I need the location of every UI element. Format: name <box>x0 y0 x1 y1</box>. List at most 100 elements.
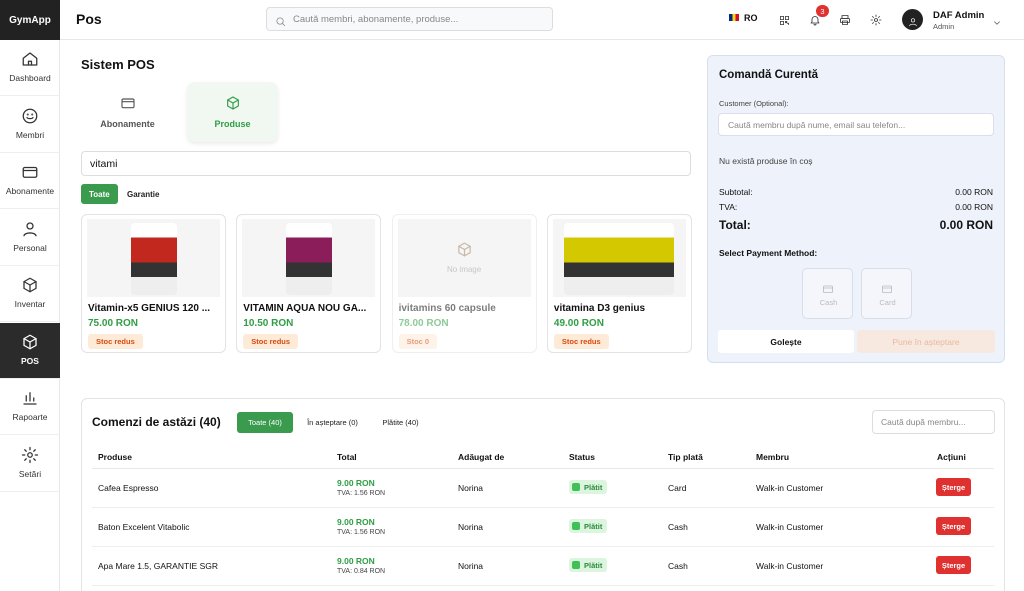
filter-chip[interactable]: Toate <box>81 184 118 204</box>
delete-button[interactable]: Șterge <box>936 478 971 496</box>
settings-button <box>870 13 882 26</box>
orders-filter[interactable]: Plătite (40) <box>382 418 419 427</box>
payment-cell: Cash <box>668 522 688 532</box>
status-check <box>572 561 580 569</box>
page-title: Pos <box>76 11 102 27</box>
notification-button <box>809 13 821 26</box>
nav-label: Abonamente <box>5 186 55 196</box>
filter-chip[interactable]: Garantie <box>127 189 160 199</box>
tva-cell: TVA: 1.56 RON <box>337 529 386 536</box>
pos-tab[interactable]: Abonamente <box>82 82 173 142</box>
product-card[interactable]: No image ivitamins 60 capsule 78.00 RON Sto… <box>391 214 537 353</box>
clear-button[interactable]: Golește <box>718 330 854 353</box>
product-name: VITAMIN AQUA NOU GA... <box>243 303 367 314</box>
total-value: 0.00 RON <box>939 218 993 232</box>
product-photo <box>130 223 177 295</box>
brand: GymApp <box>0 0 60 40</box>
nav-item[interactable]: Setări <box>0 436 60 492</box>
hold-button[interactable]: Pune în așteptare <box>857 330 995 353</box>
order-title: Comandă Curentă <box>719 69 819 81</box>
flag <box>729 14 739 21</box>
product-name: vitamina D3 genius <box>553 303 646 314</box>
product-card[interactable]: Vitamin-x5 GENIUS 120 ... 75.00 RON Stoc r… <box>81 214 226 353</box>
orders-filter[interactable]: În așteptare (0) <box>307 418 358 427</box>
icon <box>225 95 241 111</box>
nav-item[interactable]: Inventar <box>0 266 60 322</box>
payment-cell: Card <box>668 483 687 493</box>
tva-cell: TVA: 1.56 RON <box>337 490 386 497</box>
icon-svg <box>909 18 917 27</box>
notification-badge: 3 <box>816 5 829 17</box>
nav-label: POS <box>21 355 39 366</box>
user-name: DAF Admin <box>933 10 985 21</box>
icon <box>21 389 39 407</box>
search-value: vitami <box>90 158 118 170</box>
product-price: 49.00 RON <box>553 318 604 329</box>
stock-badge: Stoc redus <box>243 334 299 349</box>
nav-label: Setări <box>18 468 42 479</box>
payment-method[interactable]: Cash <box>802 268 853 319</box>
icon <box>822 282 834 294</box>
product-image <box>87 219 220 297</box>
customer-input[interactable]: Caută membru după nume, email sau telefo… <box>718 113 994 136</box>
nav-item[interactable]: Membri <box>0 97 60 153</box>
tab-label: Produse <box>214 119 251 129</box>
nav-item[interactable]: Abonamente <box>0 153 60 209</box>
status-check <box>572 522 580 530</box>
product-price: 10.50 RON <box>243 318 294 329</box>
orders-filter[interactable]: Toate (40) <box>237 412 293 433</box>
row-rule <box>92 585 994 586</box>
column-header: Adăugat de <box>458 452 505 462</box>
empty-cart: Nu există produse în coș <box>719 156 813 166</box>
product-price: 78.00 RON <box>398 318 449 329</box>
pos-tab[interactable]: Produse <box>187 82 278 142</box>
delete-button[interactable]: Șterge <box>936 556 971 574</box>
icon <box>881 282 893 294</box>
added-by-cell: Norina <box>458 483 484 493</box>
icon-svg <box>23 392 37 405</box>
payment-label: Select Payment Method: <box>719 248 818 258</box>
icon-svg <box>779 15 790 26</box>
added-by-cell: Norina <box>458 522 484 532</box>
subtotal-label: Subtotal: <box>719 187 753 197</box>
stock-badge: Stoc 0 <box>398 334 438 349</box>
product-card[interactable]: VITAMIN AQUA NOU GA... 10.50 RON Stoc redu… <box>236 214 382 353</box>
header-rule <box>92 468 994 469</box>
nav-item[interactable]: Dashboard <box>0 40 60 96</box>
search-placeholder: Caută membri, abonamente, produse... <box>293 14 459 25</box>
row-rule <box>92 546 994 547</box>
row-rule <box>92 507 994 508</box>
product-photo <box>564 223 675 295</box>
avatar[interactable] <box>902 9 923 30</box>
icon <box>21 163 39 181</box>
orders-title: Comenzi de astăzi (40) <box>92 415 221 429</box>
nav-item[interactable]: POS <box>0 322 60 379</box>
nav-item[interactable]: Personal <box>0 210 60 266</box>
icon-svg <box>22 52 38 66</box>
icon-svg <box>840 15 850 25</box>
product-cell: Baton Excelent Vitabolic <box>98 522 190 532</box>
product-image: No image <box>397 219 531 297</box>
payment-cell: Cash <box>668 561 688 571</box>
nav-label: Inventar <box>14 299 46 309</box>
image-placeholder-icon <box>456 241 473 258</box>
column-header: Total <box>337 452 357 462</box>
orders-search[interactable]: Caută după membru... <box>872 410 995 434</box>
added-by-cell: Norina <box>458 561 484 571</box>
icon <box>21 50 39 68</box>
product-name: ivitamins 60 capsule <box>398 303 496 314</box>
delete-button[interactable]: Șterge <box>936 517 971 535</box>
payment-method[interactable]: Card <box>861 268 912 319</box>
nav-item[interactable]: Rapoarte <box>0 379 60 435</box>
product-card[interactable]: vitamina D3 genius 49.00 RON Stoc redus <box>546 214 692 353</box>
language[interactable]: RO <box>744 13 758 23</box>
icon-svg <box>22 166 38 178</box>
search-box[interactable]: Caută membri, abonamente, produse... <box>266 7 553 31</box>
icon-svg <box>994 21 1000 25</box>
product-search[interactable]: vitami <box>81 151 691 176</box>
icon <box>21 446 39 464</box>
column-header: Tip plată <box>668 452 703 462</box>
icon-svg <box>22 108 38 123</box>
pos-title: Sistem POS <box>81 57 155 72</box>
